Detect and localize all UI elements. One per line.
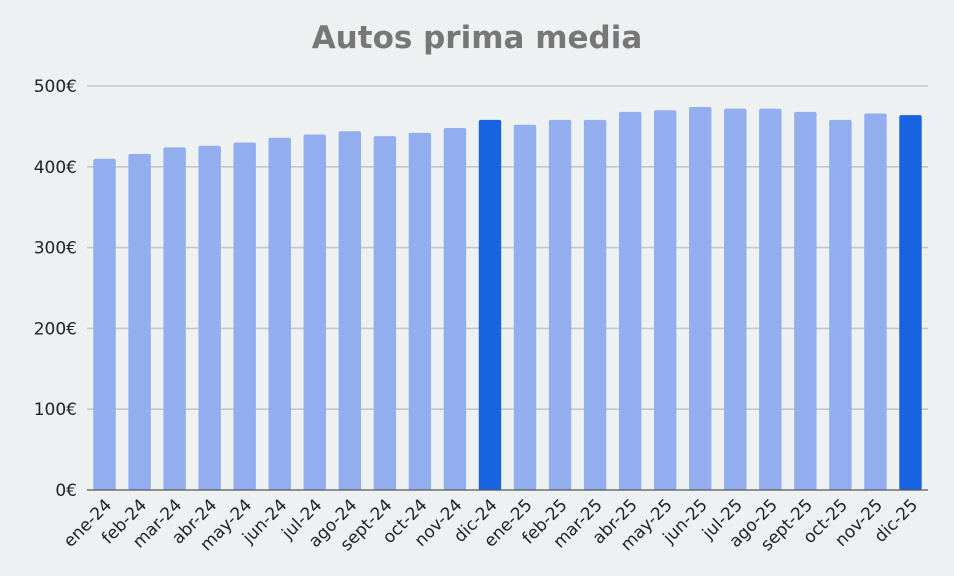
bar-mar-24 [163,147,186,490]
bar-oct-24 [408,132,432,490]
gridlines [87,85,928,411]
y-tick-label: 500€ [34,77,77,97]
bar-jun-24 [268,137,291,490]
y-tick-label: 200€ [34,319,77,339]
bar-ene-24 [93,158,116,490]
bar-ene-25 [513,124,537,490]
bar-sept-24 [373,136,397,490]
bar-abr-24 [198,145,221,491]
bar-oct-25 [829,119,852,490]
y-tick-label: 100€ [34,400,77,420]
bar-ago-24 [338,131,362,491]
bar-dic-24 [478,119,502,490]
bar-may-24 [233,142,256,490]
y-tick-label: 0€ [55,481,77,501]
bars [93,107,922,491]
bar-jul-25 [724,108,747,491]
bar-feb-25 [548,119,572,490]
bar-abr-25 [618,111,642,490]
bar-sept-25 [794,111,817,490]
y-tick-label: 400€ [34,158,77,178]
bar-nov-25 [864,113,887,491]
bar-may-25 [653,110,677,491]
bar-jul-24 [303,134,326,491]
bar-ago-25 [759,108,782,491]
chart-title: Autos prima media [312,20,643,56]
bar-dic-25 [899,115,922,490]
bar-nov-24 [443,128,467,491]
y-axis-ticks: 0€ 100€ 200€ 300€ 400€ 500€ [34,77,77,501]
y-tick-label: 300€ [34,239,77,259]
x-axis-ticks: ene-24feb-24mar-24abr-24may-24jun-24jul-… [60,495,922,555]
bar-jun-25 [689,107,712,491]
bar-mar-25 [583,119,607,490]
bar-feb-24 [128,153,151,490]
